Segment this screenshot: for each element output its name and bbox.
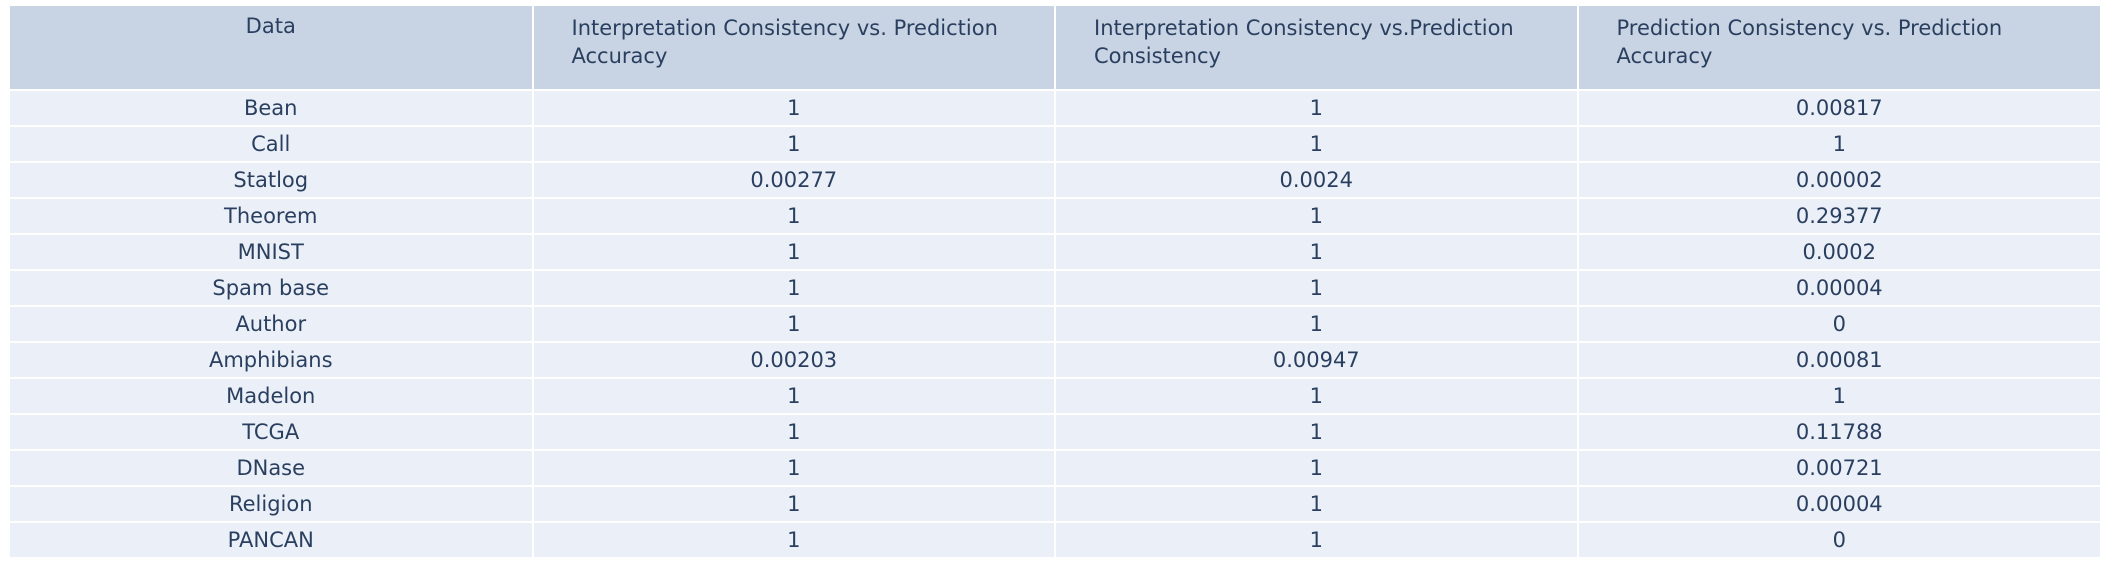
value-cell: 1 [1055, 522, 1579, 559]
value-cell: 1 [532, 378, 1056, 415]
value-cell: 0 [1577, 306, 2100, 343]
row-label-cell: Spam base [10, 270, 534, 307]
value-cell: 1 [1055, 126, 1579, 163]
value-cell: 1 [1577, 378, 2100, 415]
value-cell: 1 [1055, 378, 1579, 415]
table-row: Bean 1 1 0.00817 [10, 90, 2100, 127]
row-label-cell: Theorem [10, 198, 534, 235]
value-cell: 1 [1055, 414, 1579, 451]
value-cell: 1 [1577, 126, 2100, 163]
value-cell: 0.00004 [1577, 486, 2100, 523]
value-cell: 1 [532, 522, 1056, 559]
column-header: Interpretation Consistency vs.Prediction… [1055, 6, 1579, 91]
value-cell: 0.00004 [1577, 270, 2100, 307]
table-row: Call 1 1 1 [10, 126, 2100, 163]
table-row: Amphibians 0.00203 0.00947 0.00081 [10, 342, 2100, 379]
value-cell: 0.00277 [532, 162, 1056, 199]
value-cell: 1 [1055, 306, 1579, 343]
value-cell: 0.00721 [1577, 450, 2100, 487]
value-cell: 0.00203 [532, 342, 1056, 379]
value-cell: 1 [1055, 234, 1579, 271]
row-label-cell: Amphibians [10, 342, 534, 379]
header-row: Data Interpretation Consistency vs. Pred… [10, 6, 2100, 91]
value-cell: 0.00947 [1055, 342, 1579, 379]
value-cell: 0.00002 [1577, 162, 2100, 199]
table-row: Author 1 1 0 [10, 306, 2100, 343]
value-cell: 1 [1055, 270, 1579, 307]
value-cell: 0.29377 [1577, 198, 2100, 235]
data-table: Data Interpretation Consistency vs. Pred… [10, 6, 2100, 559]
table-row: Statlog 0.00277 0.0024 0.00002 [10, 162, 2100, 199]
value-cell: 1 [532, 126, 1056, 163]
row-label-cell: MNIST [10, 234, 534, 271]
row-label-cell: Religion [10, 486, 534, 523]
row-label-cell: TCGA [10, 414, 534, 451]
value-cell: 1 [532, 306, 1056, 343]
value-cell: 1 [532, 90, 1056, 127]
column-header: Prediction Consistency vs. Prediction Ac… [1577, 6, 2100, 91]
table-row: MNIST 1 1 0.0002 [10, 234, 2100, 271]
value-cell: 1 [1055, 450, 1579, 487]
value-cell: 1 [1055, 198, 1579, 235]
value-cell: 0 [1577, 522, 2100, 559]
table-row: TCGA 1 1 0.11788 [10, 414, 2100, 451]
value-cell: 1 [532, 450, 1056, 487]
value-cell: 1 [1055, 90, 1579, 127]
row-label-cell: Author [10, 306, 534, 343]
row-label-cell: PANCAN [10, 522, 534, 559]
value-cell: 0.11788 [1577, 414, 2100, 451]
table-row: Spam base 1 1 0.00004 [10, 270, 2100, 307]
value-cell: 0.0002 [1577, 234, 2100, 271]
table-body: Bean 1 1 0.00817 Call 1 1 1 Statlog 0.00277 0.0024… [10, 90, 2100, 559]
row-label-cell: Bean [10, 90, 534, 127]
value-cell: 1 [532, 234, 1056, 271]
value-cell: 0.0024 [1055, 162, 1579, 199]
row-label-cell: Statlog [10, 162, 534, 199]
value-cell: 1 [532, 486, 1056, 523]
value-cell: 0.00081 [1577, 342, 2100, 379]
value-cell: 1 [532, 270, 1056, 307]
row-label-cell: Madelon [10, 378, 534, 415]
value-cell: 1 [532, 198, 1056, 235]
value-cell: 0.00817 [1577, 90, 2100, 127]
table-row: DNase 1 1 0.00721 [10, 450, 2100, 487]
column-header: Interpretation Consistency vs. Predictio… [532, 6, 1056, 91]
value-cell: 1 [1055, 486, 1579, 523]
table-row: Madelon 1 1 1 [10, 378, 2100, 415]
table-row: Religion 1 1 0.00004 [10, 486, 2100, 523]
column-header-label: Interpretation Consistency vs.Prediction… [1094, 16, 1514, 68]
column-header-label: Data [245, 14, 296, 38]
table-row: PANCAN 1 1 0 [10, 522, 2100, 559]
table-row: Theorem 1 1 0.29377 [10, 198, 2100, 235]
column-header: Data [10, 6, 534, 91]
column-header-label: Interpretation Consistency vs. Predictio… [571, 16, 998, 68]
row-label-cell: DNase [10, 450, 534, 487]
row-label-cell: Call [10, 126, 534, 163]
value-cell: 1 [532, 414, 1056, 451]
column-header-label: Prediction Consistency vs. Prediction Ac… [1616, 16, 2003, 68]
